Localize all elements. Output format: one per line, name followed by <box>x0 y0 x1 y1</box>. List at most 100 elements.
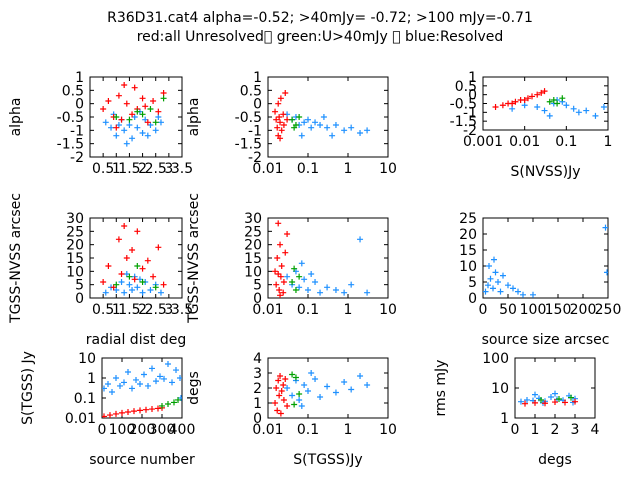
y-tick-label: 5 <box>75 278 84 294</box>
data-point-red <box>113 124 120 131</box>
data-point-red <box>532 399 538 406</box>
data-point-blue <box>157 373 163 380</box>
x-tick-label: 100 <box>109 422 136 438</box>
panels-group: 0.511.522.533.5-2-1.5-1-0.500.51alpha0.0… <box>8 70 621 468</box>
data-point-blue <box>357 373 364 379</box>
data-point-red <box>275 220 282 227</box>
data-point-blue <box>284 385 291 391</box>
y-tick-label: 0.5 <box>240 83 262 99</box>
data-point-blue <box>305 388 311 394</box>
y-tick-label: 0 <box>253 411 262 427</box>
data-point-blue <box>113 132 120 139</box>
data-point-blue <box>541 107 548 114</box>
y-tick-label: 10 <box>491 381 509 397</box>
y-tick-label: -0.5 <box>57 110 84 126</box>
data-point-blue <box>131 114 138 120</box>
data-point-blue <box>153 378 159 385</box>
data-point-red <box>119 409 125 416</box>
x-tick-label: 2.5 <box>145 302 167 318</box>
data-point-green <box>296 114 303 120</box>
y-tick-label: 0.1 <box>74 391 96 407</box>
data-point-green <box>289 279 296 285</box>
plot-frame <box>267 217 389 299</box>
x-tick-label: 1 <box>344 161 353 177</box>
data-point-blue <box>600 104 607 111</box>
y-tick-label: -0.5 <box>235 110 262 126</box>
data-point-green <box>152 284 159 291</box>
points-group <box>272 220 371 298</box>
data-point-blue <box>509 105 516 112</box>
data-point-red <box>274 407 281 414</box>
data-point-red <box>275 271 282 277</box>
data-point-red <box>121 82 128 88</box>
data-point-red <box>512 98 519 105</box>
data-point-green <box>139 111 146 118</box>
x-tick-label: 1 <box>112 302 121 318</box>
data-point-blue <box>492 269 499 276</box>
data-point-red <box>100 279 107 285</box>
data-point-red <box>139 265 146 272</box>
data-point-blue <box>289 392 296 399</box>
data-point-green <box>554 100 561 107</box>
data-point-blue <box>312 376 319 382</box>
data-point-red <box>284 403 291 409</box>
x-axis-label: radial dist deg <box>86 332 186 348</box>
data-point-red <box>277 135 284 142</box>
data-point-blue <box>115 122 122 128</box>
data-point-blue <box>134 124 141 131</box>
y-tick-label: 1 <box>253 396 262 412</box>
y-tick-label: 1 <box>500 411 509 427</box>
data-point-red <box>275 377 282 384</box>
data-point-red <box>142 103 149 110</box>
data-point-blue <box>357 130 364 136</box>
data-point-red <box>160 281 167 288</box>
data-point-blue <box>324 284 331 291</box>
data-point-blue <box>364 289 371 296</box>
data-point-blue <box>490 285 496 292</box>
data-point-red <box>272 268 279 275</box>
x-tick-label: 3 <box>571 422 580 438</box>
y-tick-label: 20 <box>244 238 262 254</box>
y-tick-label: -1.5 <box>235 137 262 153</box>
data-point-green <box>291 265 298 272</box>
data-point-blue <box>332 122 339 128</box>
y-tick-label: -1.5 <box>57 137 84 153</box>
data-point-blue <box>521 102 528 109</box>
data-point-green <box>291 401 298 408</box>
data-point-blue <box>563 102 570 109</box>
y-tick-label: 5 <box>253 278 262 294</box>
x-tick-label: 0.1 <box>555 134 577 150</box>
data-point-red <box>118 271 125 277</box>
data-point-red <box>121 223 128 229</box>
data-point-blue <box>298 403 305 409</box>
data-point-red <box>277 292 284 298</box>
data-point-blue <box>139 289 146 296</box>
y-tick-label: -2 <box>248 150 262 166</box>
data-point-red <box>282 90 289 96</box>
y-tick-label: -1 <box>463 105 477 121</box>
data-point-blue <box>575 109 582 116</box>
data-point-blue <box>121 127 128 134</box>
data-point-red <box>280 289 287 296</box>
data-point-blue <box>308 124 315 131</box>
data-point-blue <box>137 381 143 388</box>
data-point-red <box>280 279 287 285</box>
data-point-blue <box>317 122 324 128</box>
data-point-red <box>115 236 122 243</box>
data-point-blue <box>312 119 319 126</box>
data-point-green <box>126 273 133 280</box>
data-point-red <box>278 388 285 394</box>
data-point-blue <box>125 368 131 375</box>
data-point-green <box>160 95 167 102</box>
data-point-red <box>113 410 119 417</box>
data-point-blue <box>324 383 331 390</box>
data-point-green <box>139 279 146 285</box>
data-point-red <box>278 263 285 269</box>
x-tick-label: 200 <box>129 422 156 438</box>
data-point-blue <box>136 276 143 283</box>
data-point-blue <box>298 132 305 139</box>
data-point-red <box>282 249 289 256</box>
data-point-blue <box>532 391 538 398</box>
data-point-green <box>292 374 299 381</box>
